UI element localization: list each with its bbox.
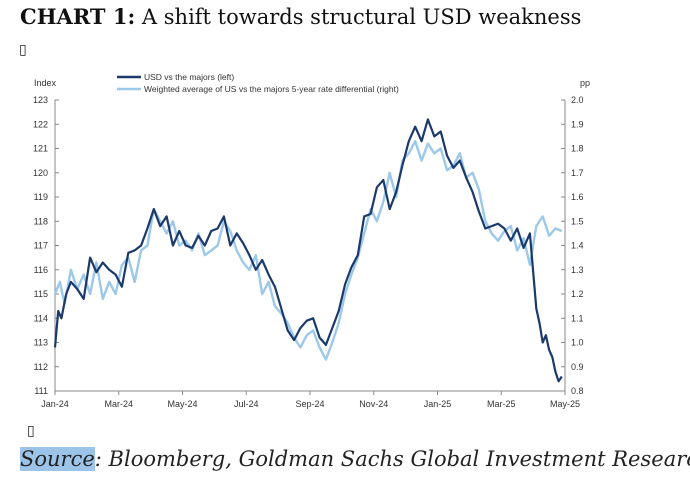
left-axis-title: Index: [34, 78, 57, 88]
chart-title: CHART 1: A shift towards structural USD …: [20, 4, 581, 29]
x-tick-label: Sep-24: [295, 399, 324, 409]
left-tick-label: 122: [33, 119, 48, 129]
left-tick-label: 116: [34, 265, 48, 275]
legend-label: Weighted average of US vs the majors 5-y…: [144, 84, 399, 94]
line-chart: Index pp 111 112 113 114 115 116 117 118 119 120 121…: [33, 72, 590, 409]
left-tick-label: 119: [34, 192, 48, 202]
right-tick-label: 1.6: [571, 192, 584, 202]
source-text: : Bloomberg, Goldman Sachs Global Invest…: [94, 447, 690, 471]
right-tick-label: 1.2: [571, 289, 584, 299]
left-tick-label: 115: [34, 289, 48, 299]
x-tick-label: May-24: [167, 399, 197, 409]
missing-glyph-icon: ▯: [27, 423, 35, 439]
left-tick-label: 120: [33, 168, 48, 178]
left-tick-label: 112: [34, 362, 48, 372]
chart-axes: Index pp 111 112 113 114 115 116 117 118 119 120 121…: [33, 78, 590, 409]
right-tick-label: 1.0: [571, 338, 584, 348]
right-tick-label: 0.8: [571, 386, 584, 396]
left-tick-label: 118: [34, 216, 48, 226]
left-tick-label: 114: [34, 313, 48, 323]
right-tick-label: 1.3: [571, 265, 584, 275]
source-label: Source: [20, 447, 95, 471]
x-tick-label: Mar-24: [104, 399, 133, 409]
right-axis-title: pp: [580, 78, 590, 88]
left-tick-label: 113: [34, 338, 48, 348]
right-tick-label: 2.0: [571, 95, 584, 105]
legend-label: USD vs the majors (left): [144, 72, 234, 82]
x-tick-label: Jan-25: [424, 399, 452, 409]
chart-title-text: A shift towards structural USD weakness: [141, 5, 582, 29]
right-tick-label: 1.9: [571, 119, 584, 129]
left-tick-label: 111: [34, 386, 48, 396]
x-tick-label: Nov-24: [359, 399, 388, 409]
right-tick-label: 1.1: [571, 313, 584, 323]
chart-series: [53, 118, 563, 383]
source-note: Source: Bloomberg, Goldman Sachs Global …: [20, 447, 690, 471]
right-tick-label: 1.8: [571, 144, 584, 154]
left-tick-label: 117: [34, 241, 48, 251]
series-line-usd-vs-majors: [53, 118, 563, 383]
x-tick-label: Jul-24: [234, 399, 259, 409]
left-tick-label: 121: [33, 144, 48, 154]
x-tick-label: Jan-24: [41, 399, 69, 409]
right-tick-label: 1.5: [571, 216, 584, 226]
missing-glyph-icon: ▯: [19, 42, 27, 58]
left-tick-label: 123: [33, 95, 48, 105]
chart-number: CHART 1:: [20, 4, 136, 29]
right-tick-label: 1.4: [571, 241, 584, 251]
right-tick-label: 0.9: [571, 362, 584, 372]
series-line-rate-differential: [53, 139, 563, 361]
x-tick-label: Mar-25: [487, 399, 516, 409]
right-tick-label: 1.7: [571, 168, 584, 178]
chart-legend: USD vs the majors (left) Weighted average…: [117, 72, 399, 94]
x-tick-label: May-25: [550, 399, 580, 409]
